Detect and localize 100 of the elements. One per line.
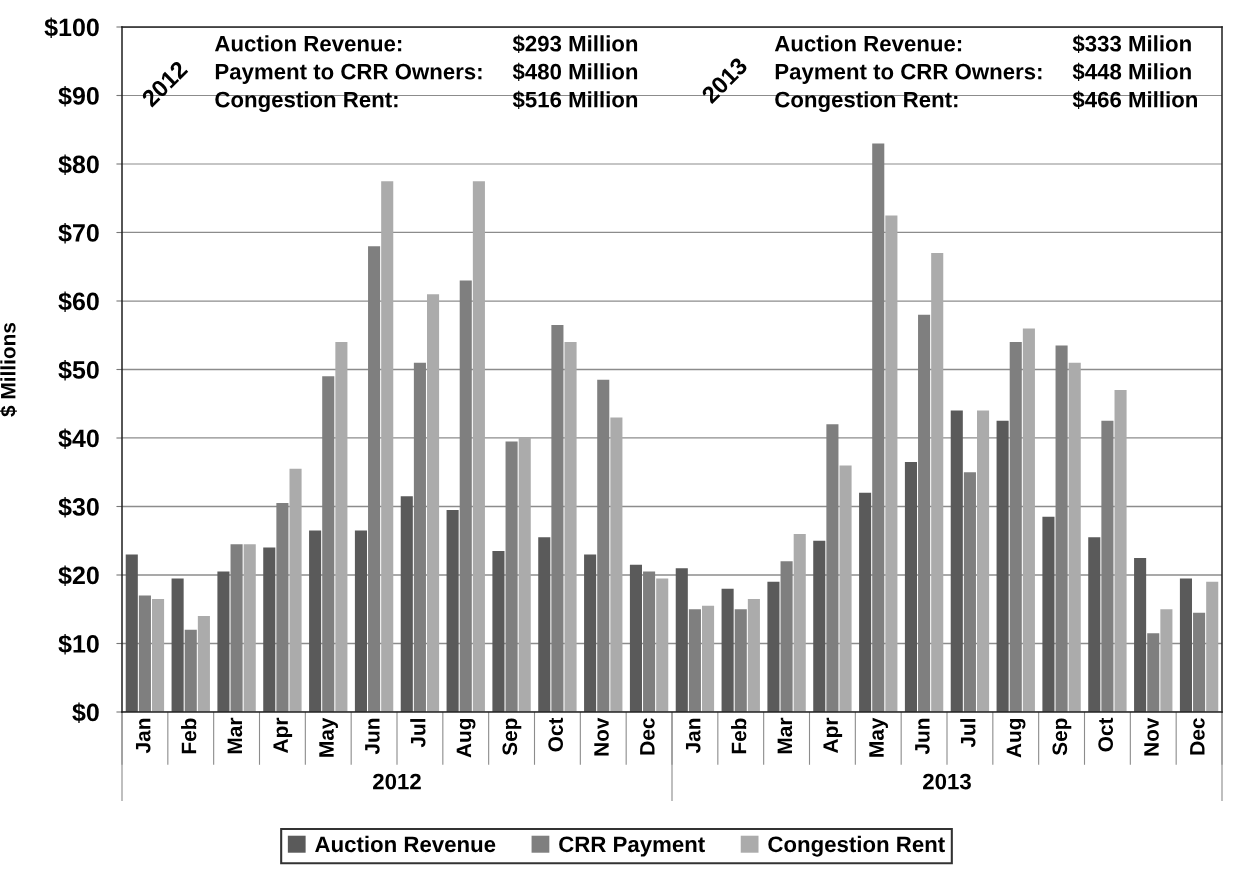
bar [734, 609, 747, 712]
bar [721, 588, 734, 712]
bar [767, 581, 780, 712]
bar [747, 598, 760, 712]
bar [584, 554, 597, 712]
x-tick-label: Jan [685, 718, 701, 754]
x-tick-label: Jun [915, 718, 930, 755]
bar [505, 441, 518, 712]
bar [675, 568, 688, 712]
text: 2012 [373, 773, 421, 790]
bar [381, 181, 394, 712]
x-tick-label: Nov [1144, 717, 1159, 756]
bar [400, 496, 413, 712]
legend-label: Auction Revenue [315, 835, 496, 853]
bar [243, 544, 256, 712]
x-tick-label: Feb [731, 718, 747, 754]
x-tick-label: Aug [456, 718, 476, 758]
bar [610, 417, 623, 712]
bar [152, 598, 165, 712]
bar [276, 503, 289, 712]
bar [904, 461, 917, 712]
bar [1101, 420, 1114, 712]
legend-label: Congestion Rent [768, 835, 945, 857]
bar [309, 530, 322, 712]
bar [977, 410, 990, 712]
bar [950, 410, 963, 712]
bar [564, 342, 577, 712]
bar [839, 465, 852, 712]
bar [446, 509, 459, 712]
x-tick-label: Apr [273, 717, 293, 753]
x-tick-label: Jul [960, 719, 976, 748]
x-tick-label: Dec [640, 718, 655, 755]
bar [1009, 342, 1022, 712]
x-tick-label: Aug [1006, 718, 1026, 758]
bar [518, 438, 531, 712]
x-tick-label: Jul [410, 719, 426, 748]
text: 2013 [923, 773, 971, 790]
x-tick-label: Sep [502, 718, 522, 756]
y-tick-label: $30 [58, 497, 99, 518]
bar [996, 420, 1009, 712]
x-tick-label: May [869, 717, 888, 757]
annotation: $333 Milion $448 Milion $466 Million [1072, 34, 1197, 109]
bar [368, 246, 381, 712]
y-tick-label: $60 [58, 291, 99, 312]
bar [1088, 537, 1101, 712]
bar [918, 314, 931, 712]
bar [702, 605, 715, 712]
x-tick-label: Mar [227, 717, 243, 754]
x-tick-label: Feb [181, 718, 197, 754]
x-tick-label: Nov [594, 717, 609, 756]
bar [171, 578, 184, 712]
bar [413, 362, 426, 712]
y-tick-label: $10 [58, 634, 99, 655]
bar [872, 143, 885, 712]
bar [217, 571, 230, 712]
bar [793, 533, 806, 712]
bar [322, 376, 335, 712]
bar [963, 472, 976, 712]
bar [1022, 328, 1035, 712]
bar [780, 561, 793, 712]
bar [656, 578, 669, 712]
bar [184, 629, 197, 712]
y-tick-label: $20 [58, 565, 99, 586]
y-tick-label: $70 [58, 223, 99, 244]
bar [551, 324, 564, 712]
bar [335, 342, 348, 712]
bar [230, 544, 243, 712]
bar [138, 595, 151, 712]
x-tick-label: Apr [823, 717, 843, 753]
x-tick-label: May [319, 717, 338, 757]
bar [1179, 578, 1192, 712]
bar [472, 181, 485, 712]
annotation: Auction Revenue: Payment to CRR Owners: Congestion Rent: [214, 35, 482, 112]
bar [197, 616, 210, 712]
annotation: $293 Million $480 Million $516 Million [512, 34, 638, 109]
bar [688, 609, 701, 712]
bar [885, 215, 898, 712]
x-tick-label: Dec [1190, 718, 1205, 755]
y-axis-title: $ Millions [0, 322, 17, 417]
bar [597, 379, 610, 712]
bar [289, 468, 302, 712]
bar [1068, 362, 1081, 712]
bar [263, 547, 276, 712]
legend-label: CRR Payment [559, 836, 705, 857]
bar [1193, 612, 1206, 712]
bar [538, 537, 551, 712]
y-tick-label: $100 [44, 17, 99, 38]
bar [492, 551, 505, 712]
x-tick-label: Sep [1052, 718, 1072, 756]
bar [859, 492, 872, 712]
y-tick-label: $90 [58, 86, 99, 107]
bar [813, 540, 826, 712]
y-tick-label: $40 [58, 428, 99, 449]
bar [1206, 581, 1219, 712]
bar [459, 280, 472, 712]
x-tick-label: Jan [135, 718, 151, 754]
bar [1042, 516, 1055, 712]
bar [427, 294, 440, 712]
y-tick-label: $80 [58, 154, 99, 175]
bar [1055, 345, 1068, 712]
